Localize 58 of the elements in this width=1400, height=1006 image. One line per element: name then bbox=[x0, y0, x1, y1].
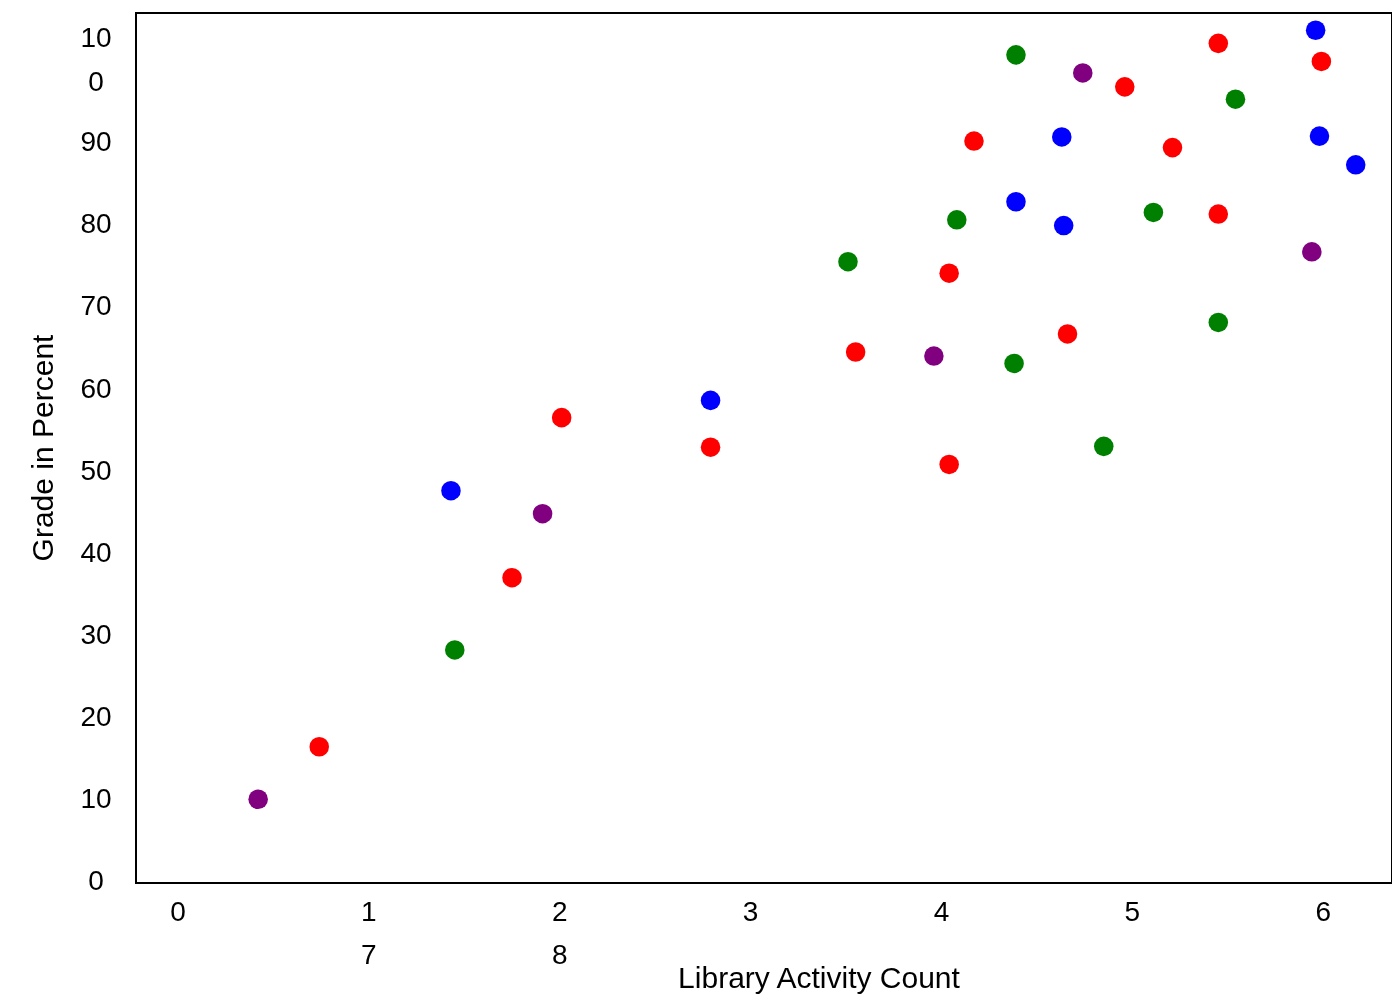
x-tick-label: 4 bbox=[933, 896, 950, 927]
point bbox=[1143, 202, 1164, 223]
y-tick-label: 0 bbox=[88, 865, 104, 897]
point bbox=[1057, 324, 1078, 344]
y-tick-label: 90 bbox=[80, 126, 112, 158]
point bbox=[964, 131, 984, 151]
point bbox=[1006, 45, 1026, 65]
point bbox=[700, 390, 721, 411]
point bbox=[1208, 33, 1229, 54]
point bbox=[1114, 77, 1135, 97]
point bbox=[248, 789, 268, 810]
y-tick-label: 20 bbox=[80, 701, 112, 733]
x-tick-label: 6 bbox=[1315, 896, 1332, 927]
point bbox=[551, 407, 572, 428]
x-tick-label: 5 bbox=[1124, 896, 1141, 927]
point bbox=[1345, 155, 1366, 175]
point bbox=[309, 737, 330, 757]
point bbox=[1208, 204, 1229, 224]
point bbox=[1309, 126, 1330, 146]
point bbox=[445, 640, 465, 660]
text: 8 bbox=[551, 939, 568, 970]
y-tick-label: 40 bbox=[80, 537, 112, 569]
x-tick-label: 2 bbox=[551, 896, 568, 927]
point bbox=[502, 567, 522, 588]
point bbox=[1006, 192, 1026, 212]
point bbox=[1305, 20, 1326, 40]
point bbox=[1004, 353, 1024, 374]
x-tick-label: 0 bbox=[170, 896, 186, 927]
x-tick-label: 3 bbox=[742, 896, 759, 927]
x-axis-title: Library Activity Count bbox=[678, 961, 961, 994]
point bbox=[1302, 242, 1322, 262]
point bbox=[838, 251, 858, 272]
y-tick-label: 10 0 bbox=[80, 22, 112, 98]
point bbox=[1225, 89, 1246, 109]
y-tick-label: 80 bbox=[80, 208, 112, 240]
y-axis-title: Grade in Percent bbox=[26, 333, 59, 562]
y-tick-label: 10 bbox=[80, 783, 112, 815]
y-tick-label: 60 bbox=[80, 372, 112, 404]
point bbox=[924, 346, 944, 366]
point bbox=[947, 210, 967, 230]
point bbox=[700, 437, 721, 457]
point bbox=[939, 454, 959, 475]
point bbox=[1094, 436, 1114, 457]
point bbox=[441, 480, 461, 501]
point bbox=[1053, 215, 1074, 236]
point bbox=[1311, 51, 1332, 72]
text: 7 bbox=[361, 939, 377, 970]
y-tick-label: 70 bbox=[80, 290, 112, 322]
point bbox=[1162, 137, 1183, 158]
point bbox=[1073, 63, 1093, 83]
point bbox=[1208, 312, 1229, 333]
point bbox=[845, 342, 866, 362]
y-tick-label: 30 bbox=[80, 619, 112, 651]
point bbox=[1052, 127, 1072, 147]
point bbox=[939, 263, 959, 283]
point bbox=[532, 503, 553, 524]
y-tick-label: 50 bbox=[80, 455, 112, 487]
x-tick-label: 1 bbox=[361, 896, 377, 927]
